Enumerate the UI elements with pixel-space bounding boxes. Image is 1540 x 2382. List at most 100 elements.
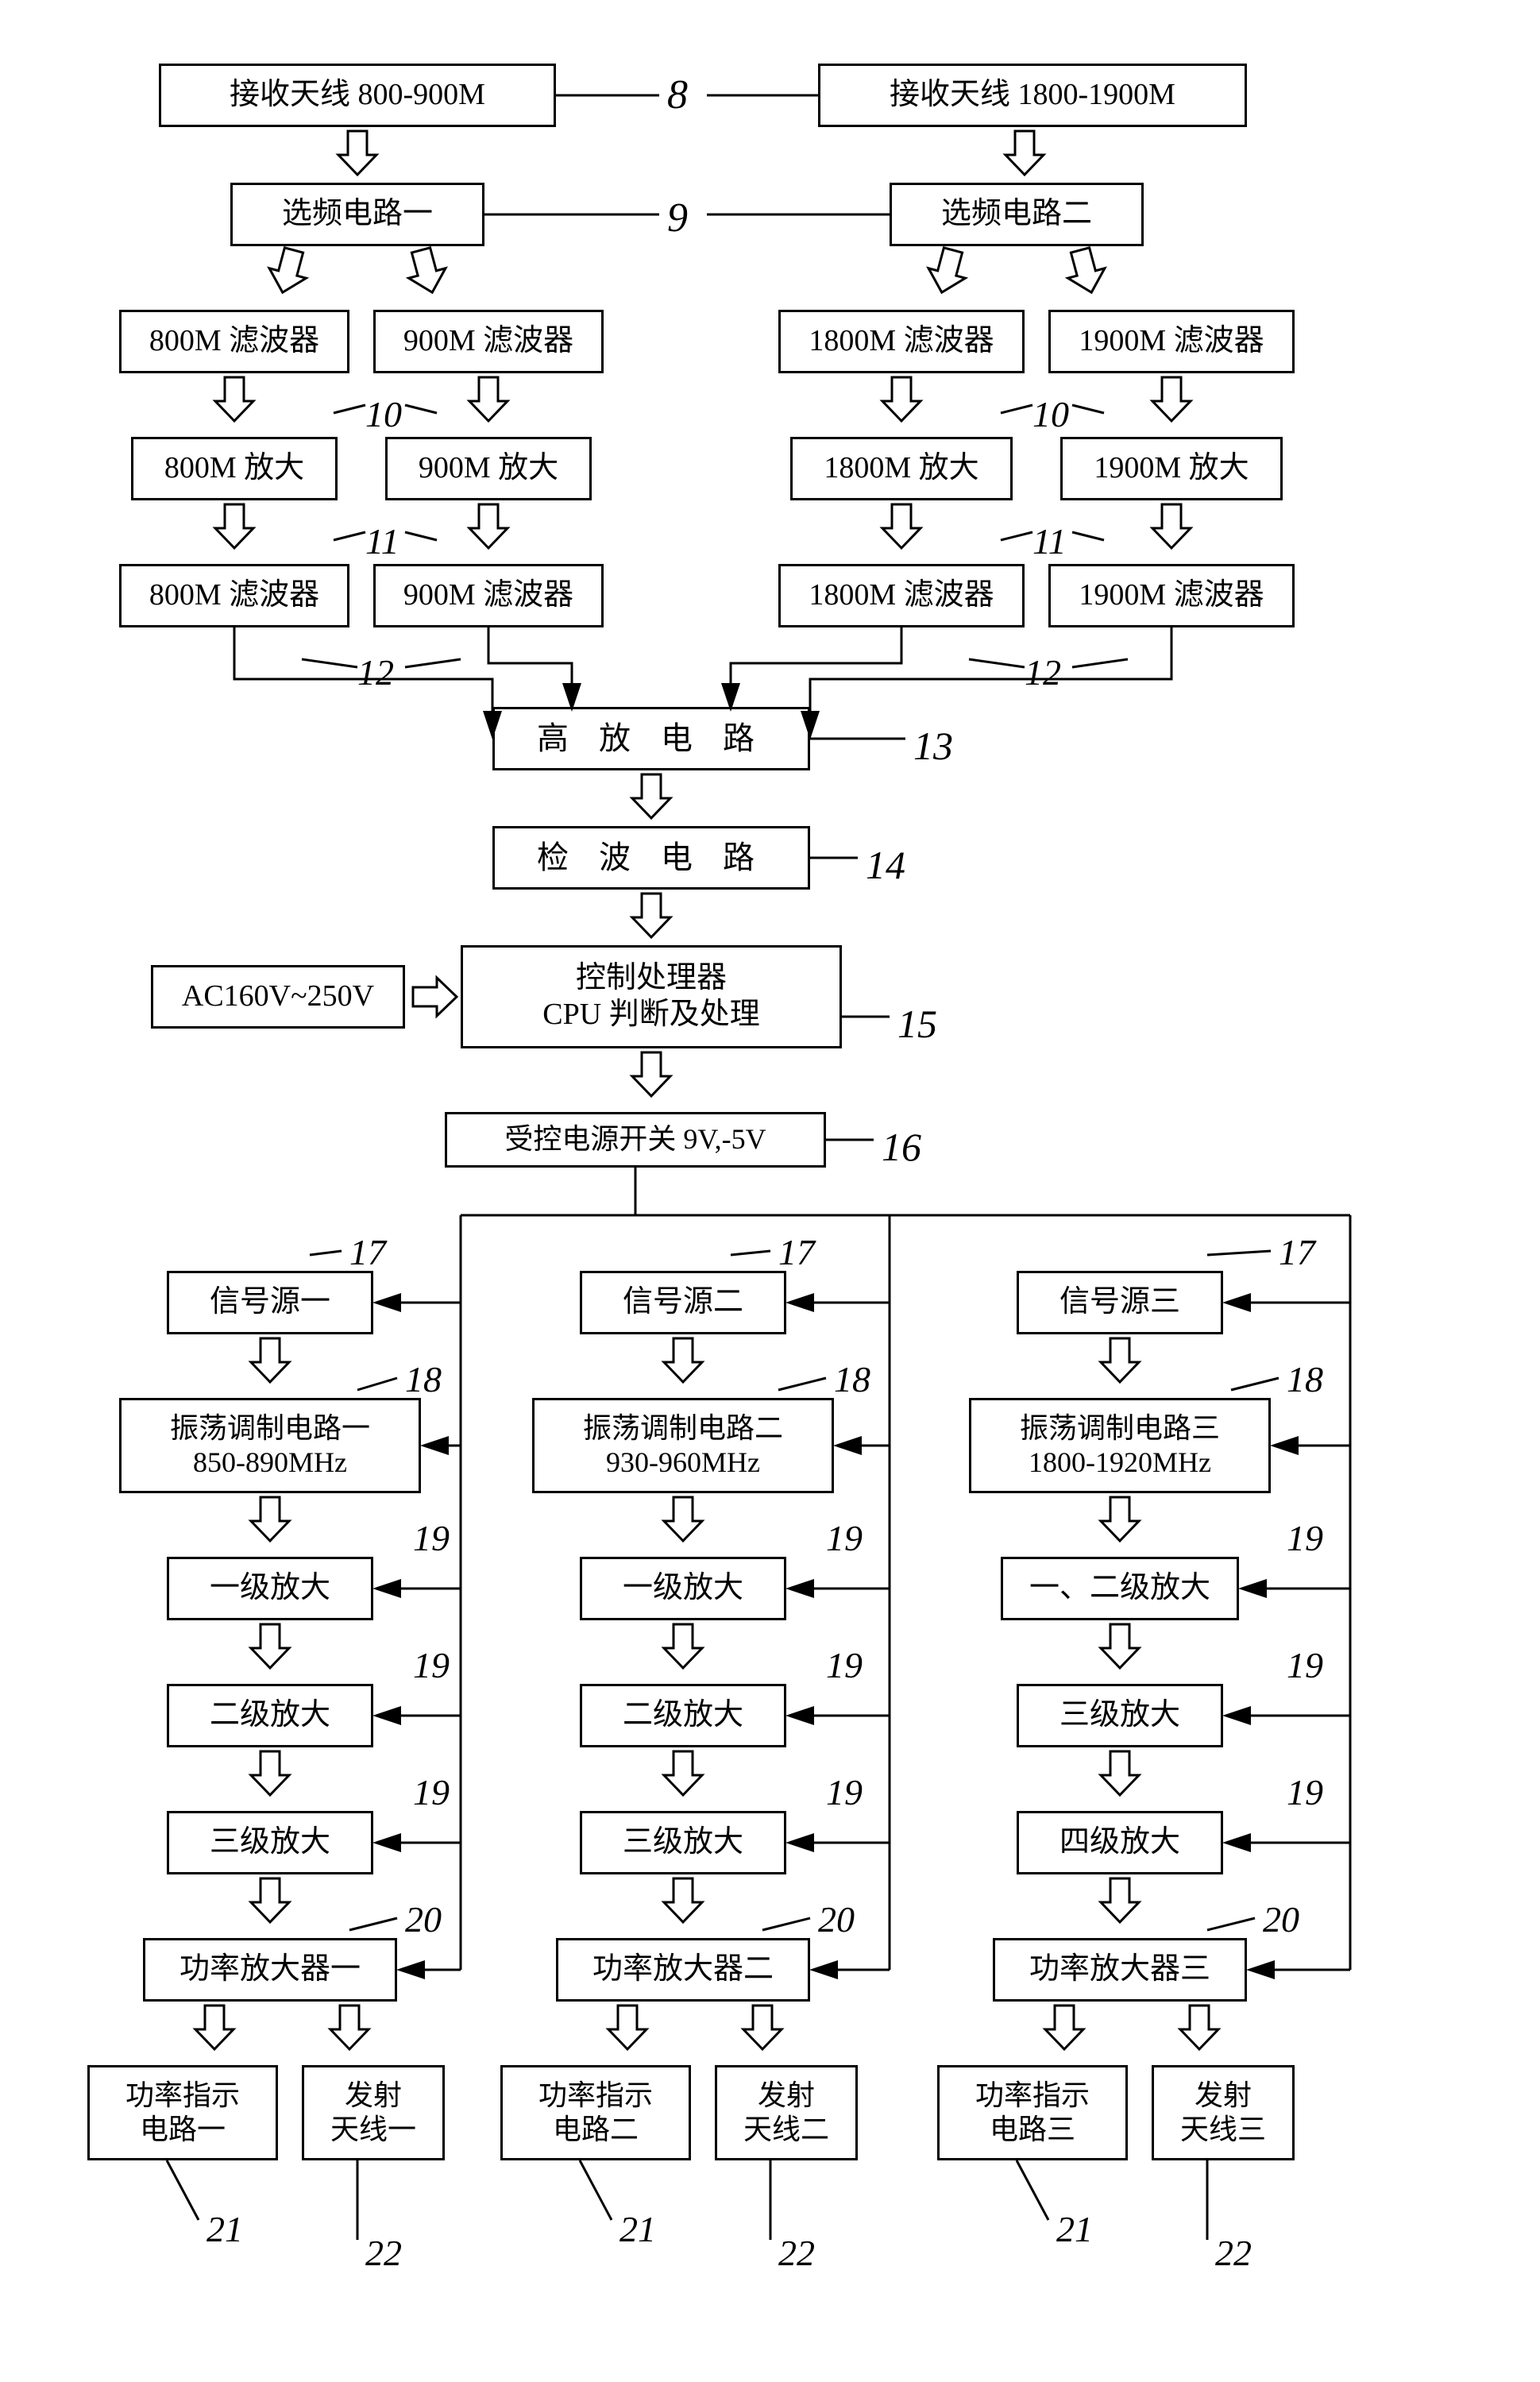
box-ant-high: 接收天线 1800-1900M bbox=[818, 64, 1247, 127]
c3-src: 信号源三 bbox=[1017, 1271, 1223, 1334]
ref-20c: 20 bbox=[1263, 1898, 1299, 1940]
cpu-line1: 控制处理器 bbox=[542, 960, 759, 997]
ref-16: 16 bbox=[882, 1124, 921, 1170]
ref-20b: 20 bbox=[818, 1898, 855, 1940]
ref-11a: 11 bbox=[365, 520, 399, 562]
box-f900b: 900M 滤波器 bbox=[373, 564, 604, 627]
ref-21b: 21 bbox=[619, 2208, 656, 2250]
box-f1800: 1800M 滤波器 bbox=[778, 310, 1025, 373]
box-psw: 受控电源开关 9V,-5V bbox=[445, 1112, 826, 1168]
c1-pi-l1: 功率指示 bbox=[125, 2079, 240, 2113]
ref-22a: 22 bbox=[365, 2232, 402, 2274]
ref-22b: 22 bbox=[778, 2232, 815, 2274]
box-sel1: 选频电路一 bbox=[230, 183, 484, 246]
c1-pi-l2: 电路一 bbox=[125, 2113, 240, 2147]
ref-17c: 17 bbox=[1279, 1231, 1315, 1273]
box-rfamp: 高 放 电 路 bbox=[492, 707, 810, 770]
c1-src: 信号源一 bbox=[167, 1271, 373, 1334]
box-f1800b: 1800M 滤波器 bbox=[778, 564, 1025, 627]
c1-ant-l2: 天线一 bbox=[330, 2113, 416, 2147]
cpu-line2: CPU 判断及处理 bbox=[542, 997, 759, 1033]
c3-amp1: 一、二级放大 bbox=[1001, 1557, 1239, 1620]
box-f800b: 800M 滤波器 bbox=[119, 564, 349, 627]
c1-pi: 功率指示 电路一 bbox=[87, 2065, 278, 2160]
c2-vco-l1: 振荡调制电路二 bbox=[583, 1411, 783, 1446]
box-a800: 800M 放大 bbox=[131, 437, 338, 500]
box-f800: 800M 滤波器 bbox=[119, 310, 349, 373]
c3-amp3: 四级放大 bbox=[1017, 1811, 1223, 1874]
ref-19c1: 19 bbox=[1287, 1517, 1323, 1559]
c1-vco: 振荡调制电路一 850-890MHz bbox=[119, 1398, 421, 1493]
ref-19a1: 19 bbox=[413, 1517, 450, 1559]
ref-19a2: 19 bbox=[413, 1644, 450, 1686]
c2-pi: 功率指示 电路二 bbox=[500, 2065, 691, 2160]
c2-amp1: 一级放大 bbox=[580, 1557, 786, 1620]
c2-ant: 发射 天线二 bbox=[715, 2065, 858, 2160]
c1-ant-l1: 发射 bbox=[330, 2079, 416, 2113]
c3-pi-l1: 功率指示 bbox=[975, 2079, 1090, 2113]
c3-vco: 振荡调制电路三 1800-1920MHz bbox=[969, 1398, 1271, 1493]
ref-18c: 18 bbox=[1287, 1358, 1323, 1400]
c2-pi-l2: 电路二 bbox=[538, 2113, 653, 2147]
ref-17b: 17 bbox=[778, 1231, 815, 1273]
c3-vco-l1: 振荡调制电路三 bbox=[1020, 1411, 1220, 1446]
ref-10b: 10 bbox=[1032, 393, 1069, 435]
box-a900: 900M 放大 bbox=[385, 437, 592, 500]
ref-19b3: 19 bbox=[826, 1771, 863, 1813]
c1-amp3: 三级放大 bbox=[167, 1811, 373, 1874]
c3-pi-l2: 电路三 bbox=[975, 2113, 1090, 2147]
box-a1800: 1800M 放大 bbox=[790, 437, 1013, 500]
c2-pi-l1: 功率指示 bbox=[538, 2079, 653, 2113]
ref-17a: 17 bbox=[349, 1231, 386, 1273]
ref-21c: 21 bbox=[1056, 2208, 1093, 2250]
ref-18a: 18 bbox=[405, 1358, 442, 1400]
ref-11b: 11 bbox=[1032, 520, 1067, 562]
box-ant-low: 接收天线 800-900M bbox=[159, 64, 556, 127]
box-cpu: 控制处理器 CPU 判断及处理 bbox=[461, 945, 842, 1048]
c1-ant: 发射 天线一 bbox=[302, 2065, 445, 2160]
c1-amp2: 二级放大 bbox=[167, 1684, 373, 1747]
c3-vco-l2: 1800-1920MHz bbox=[1020, 1446, 1220, 1480]
c2-ant-l2: 天线二 bbox=[743, 2113, 829, 2147]
ref-19b1: 19 bbox=[826, 1517, 863, 1559]
c2-src: 信号源二 bbox=[580, 1271, 786, 1334]
c2-amp2: 二级放大 bbox=[580, 1684, 786, 1747]
c2-vco-l2: 930-960MHz bbox=[583, 1446, 783, 1480]
c3-ant-l1: 发射 bbox=[1180, 2079, 1266, 2113]
ref-20a: 20 bbox=[405, 1898, 442, 1940]
c1-vco-l2: 850-890MHz bbox=[170, 1446, 370, 1480]
c3-pa: 功率放大器三 bbox=[993, 1938, 1247, 2002]
c1-amp1: 一级放大 bbox=[167, 1557, 373, 1620]
ref-21a: 21 bbox=[206, 2208, 243, 2250]
ref-13: 13 bbox=[913, 723, 953, 769]
box-psu-in: AC160V~250V bbox=[151, 965, 405, 1029]
ref-9: 9 bbox=[667, 195, 688, 241]
box-f1900b: 1900M 滤波器 bbox=[1048, 564, 1295, 627]
c3-ant: 发射 天线三 bbox=[1152, 2065, 1295, 2160]
c2-vco: 振荡调制电路二 930-960MHz bbox=[532, 1398, 834, 1493]
ref-19a3: 19 bbox=[413, 1771, 450, 1813]
ref-14: 14 bbox=[866, 842, 905, 888]
ref-12a: 12 bbox=[357, 651, 394, 693]
ref-8: 8 bbox=[667, 71, 688, 118]
ref-19c3: 19 bbox=[1287, 1771, 1323, 1813]
box-a1900: 1900M 放大 bbox=[1060, 437, 1283, 500]
c2-amp3: 三级放大 bbox=[580, 1811, 786, 1874]
box-f1900: 1900M 滤波器 bbox=[1048, 310, 1295, 373]
ref-19b2: 19 bbox=[826, 1644, 863, 1686]
ref-12b: 12 bbox=[1025, 651, 1061, 693]
box-f900: 900M 滤波器 bbox=[373, 310, 604, 373]
c3-ant-l2: 天线三 bbox=[1180, 2113, 1266, 2147]
ref-18b: 18 bbox=[834, 1358, 870, 1400]
ref-15: 15 bbox=[897, 1001, 937, 1047]
c1-vco-l1: 振荡调制电路一 bbox=[170, 1411, 370, 1446]
box-detect: 检 波 电 路 bbox=[492, 826, 810, 890]
c2-ant-l1: 发射 bbox=[743, 2079, 829, 2113]
c3-amp2: 三级放大 bbox=[1017, 1684, 1223, 1747]
ref-10a: 10 bbox=[365, 393, 402, 435]
ref-19c2: 19 bbox=[1287, 1644, 1323, 1686]
box-sel2: 选频电路二 bbox=[890, 183, 1144, 246]
ref-22c: 22 bbox=[1215, 2232, 1252, 2274]
c2-pa: 功率放大器二 bbox=[556, 1938, 810, 2002]
c1-pa: 功率放大器一 bbox=[143, 1938, 397, 2002]
